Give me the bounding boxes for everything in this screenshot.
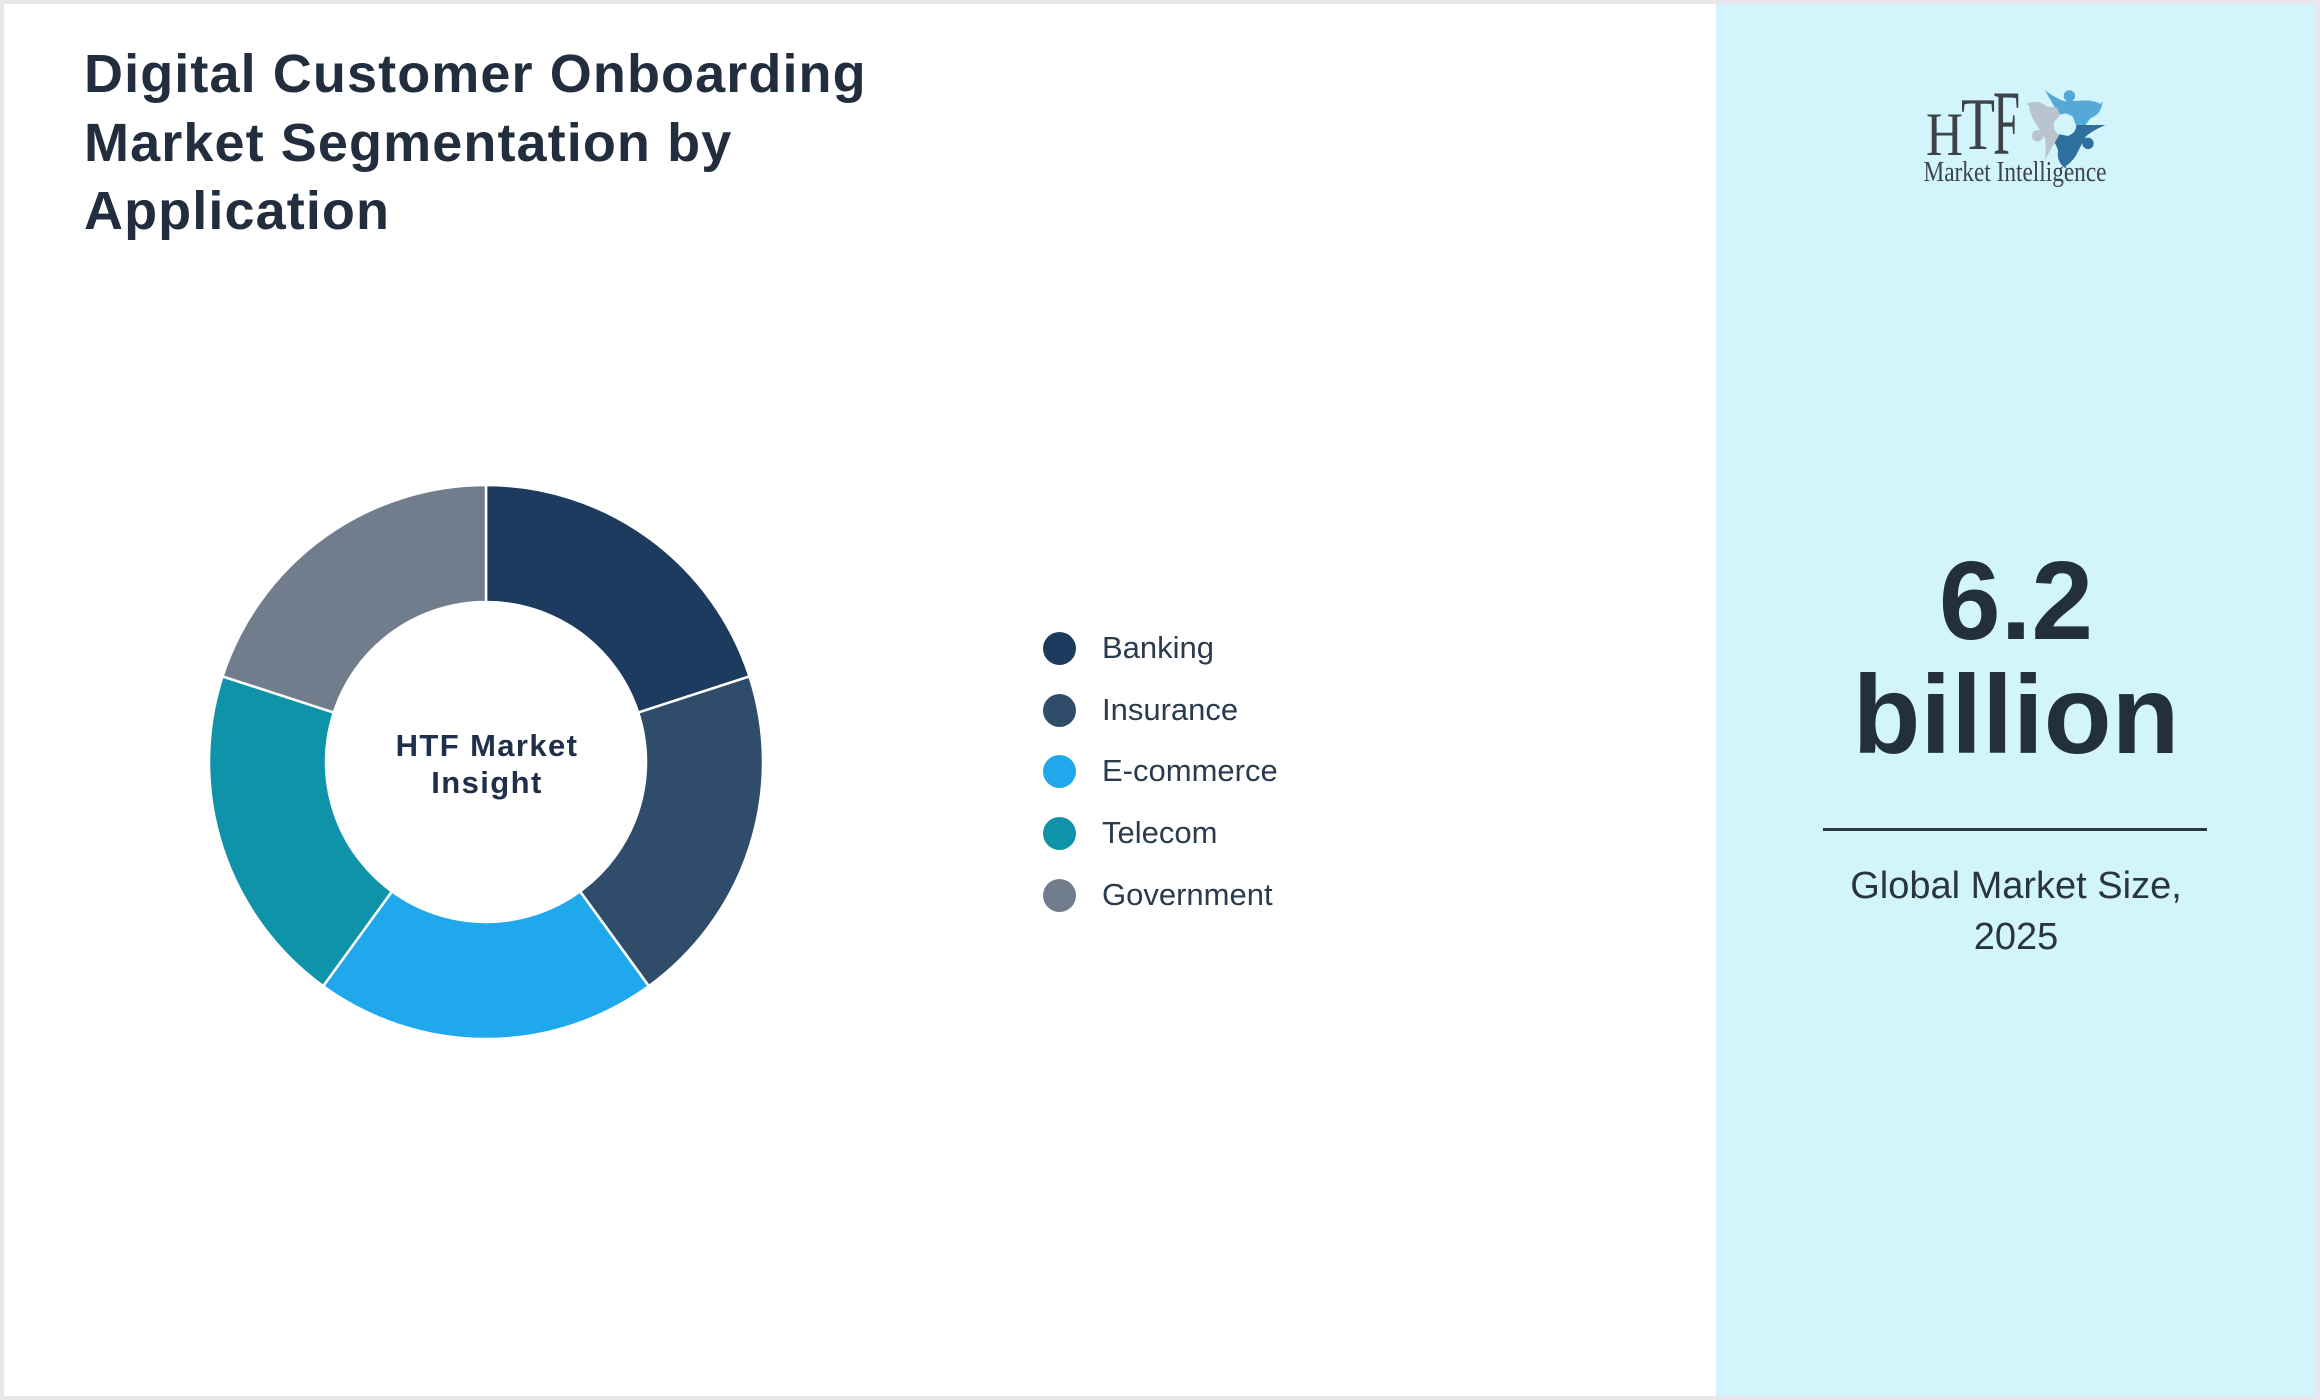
- svg-text:H: H: [1926, 102, 1963, 169]
- svg-text:F: F: [1993, 75, 2020, 174]
- svg-text:Market Intelligence: Market Intelligence: [1924, 156, 2107, 188]
- svg-text:T: T: [1961, 84, 1995, 166]
